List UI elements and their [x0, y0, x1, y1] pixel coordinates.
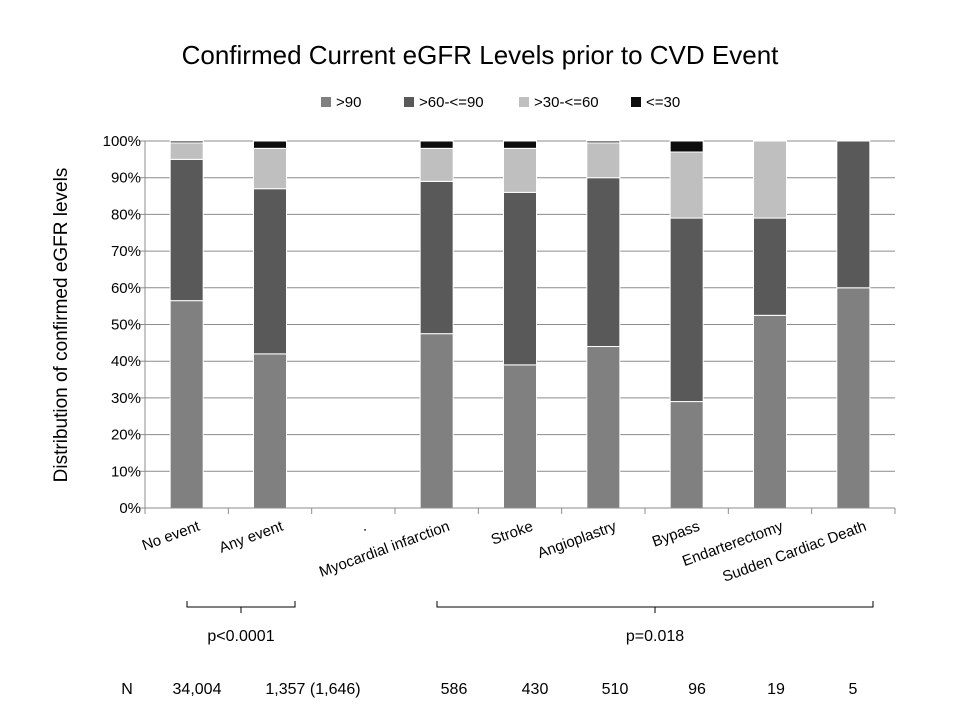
n-value: 34,004: [173, 681, 222, 698]
y-tick-label: 70%: [111, 243, 141, 260]
bars: [169, 140, 871, 509]
bar-segment: [586, 140, 621, 144]
n-row-label: N: [121, 681, 133, 698]
legend-label: >30-<=60: [534, 94, 599, 111]
bar-segment: [669, 217, 704, 403]
x-tick-label: No event: [140, 518, 203, 555]
comparison-bracket: [436, 601, 874, 613]
p-value-label: p=0.018: [626, 628, 684, 645]
legend: >90 >60-<=90 >30-<=60 <=30: [321, 94, 680, 111]
legend-label: >90: [336, 94, 361, 111]
y-tick-label: 10%: [111, 463, 141, 480]
legend-swatch: [321, 97, 331, 107]
bar-segment: [253, 147, 287, 190]
bar-segment: [669, 401, 704, 509]
x-tick-label: Bypass: [650, 518, 702, 551]
y-axis-ticks: 0% 10% 20% 30% 40% 50% 60% 70% 80% 90% 100%: [103, 133, 145, 517]
x-tick-label: Any event: [217, 518, 286, 557]
n-value: 5: [849, 681, 858, 698]
bar-segment: [753, 314, 787, 509]
bar-segment: [169, 158, 204, 302]
bar-segment: [586, 142, 621, 179]
bar-segment: [253, 188, 287, 355]
bar-segment: [753, 140, 787, 219]
bar-segment: [669, 140, 704, 153]
legend-label: <=30: [646, 94, 680, 111]
n-value: 19: [767, 681, 785, 698]
bar-segment: [586, 177, 621, 348]
bar-segment: [419, 333, 454, 509]
n-value: 510: [602, 681, 629, 698]
n-value: 1,357 (1,646): [265, 681, 360, 698]
legend-label: >60-<=90: [419, 94, 484, 111]
comparison-bracket: [186, 601, 296, 613]
y-axis-label: Distribution of confirmed eGFR levels: [51, 168, 72, 483]
bar-segment: [419, 180, 454, 335]
n-value: 96: [688, 681, 706, 698]
y-tick-label: 80%: [111, 206, 141, 223]
x-tick-label: Stroke: [489, 518, 536, 549]
p-value-label: p<0.0001: [207, 628, 274, 645]
y-tick-label: 100%: [103, 133, 141, 150]
bar-segment: [169, 300, 204, 509]
x-tick-label: .: [359, 518, 369, 535]
y-tick-label: 60%: [111, 280, 141, 297]
y-tick-label: 30%: [111, 390, 141, 407]
n-value: 430: [522, 681, 549, 698]
n-row: N 34,004 1,357 (1,646) 586 430 510 96 19 5: [121, 681, 857, 698]
bar-segment: [669, 151, 704, 219]
bar-segment: [503, 191, 537, 366]
bar-segment: [503, 364, 537, 509]
bar-segment: [419, 147, 454, 182]
x-axis-labels: No event Any event .Myocardial infarction S…: [140, 518, 869, 586]
y-tick-label: 90%: [111, 170, 141, 187]
legend-swatch: [631, 97, 641, 107]
bar-segment: [419, 140, 454, 149]
bar-segment: [586, 346, 621, 509]
x-tick-label: Myocardial infarction: [317, 518, 452, 581]
bar-segment: [503, 147, 537, 193]
bar-segment: [836, 140, 871, 289]
bar-segment: [253, 353, 287, 509]
legend-swatch: [519, 97, 529, 107]
bar-segment: [169, 140, 204, 144]
comparison-brackets: p<0.0001 p=0.018: [186, 601, 874, 645]
axes: [144, 141, 896, 514]
x-tick-label: Angioplastry: [535, 518, 619, 562]
chart-title: Confirmed Current eGFR Levels prior to C…: [182, 40, 780, 70]
bar-segment: [503, 140, 537, 149]
bar-segment: [253, 140, 287, 149]
y-tick-label: 0%: [119, 500, 141, 517]
x-tick-label: Sudden Cardiac Death: [720, 518, 868, 586]
y-tick-label: 40%: [111, 353, 141, 370]
y-tick-label: 50%: [111, 317, 141, 334]
bar-segment: [169, 142, 204, 160]
n-value: 586: [441, 681, 468, 698]
legend-swatch: [404, 97, 414, 107]
y-tick-label: 20%: [111, 427, 141, 444]
bar-segment: [753, 217, 787, 316]
bar-segment: [836, 287, 871, 509]
